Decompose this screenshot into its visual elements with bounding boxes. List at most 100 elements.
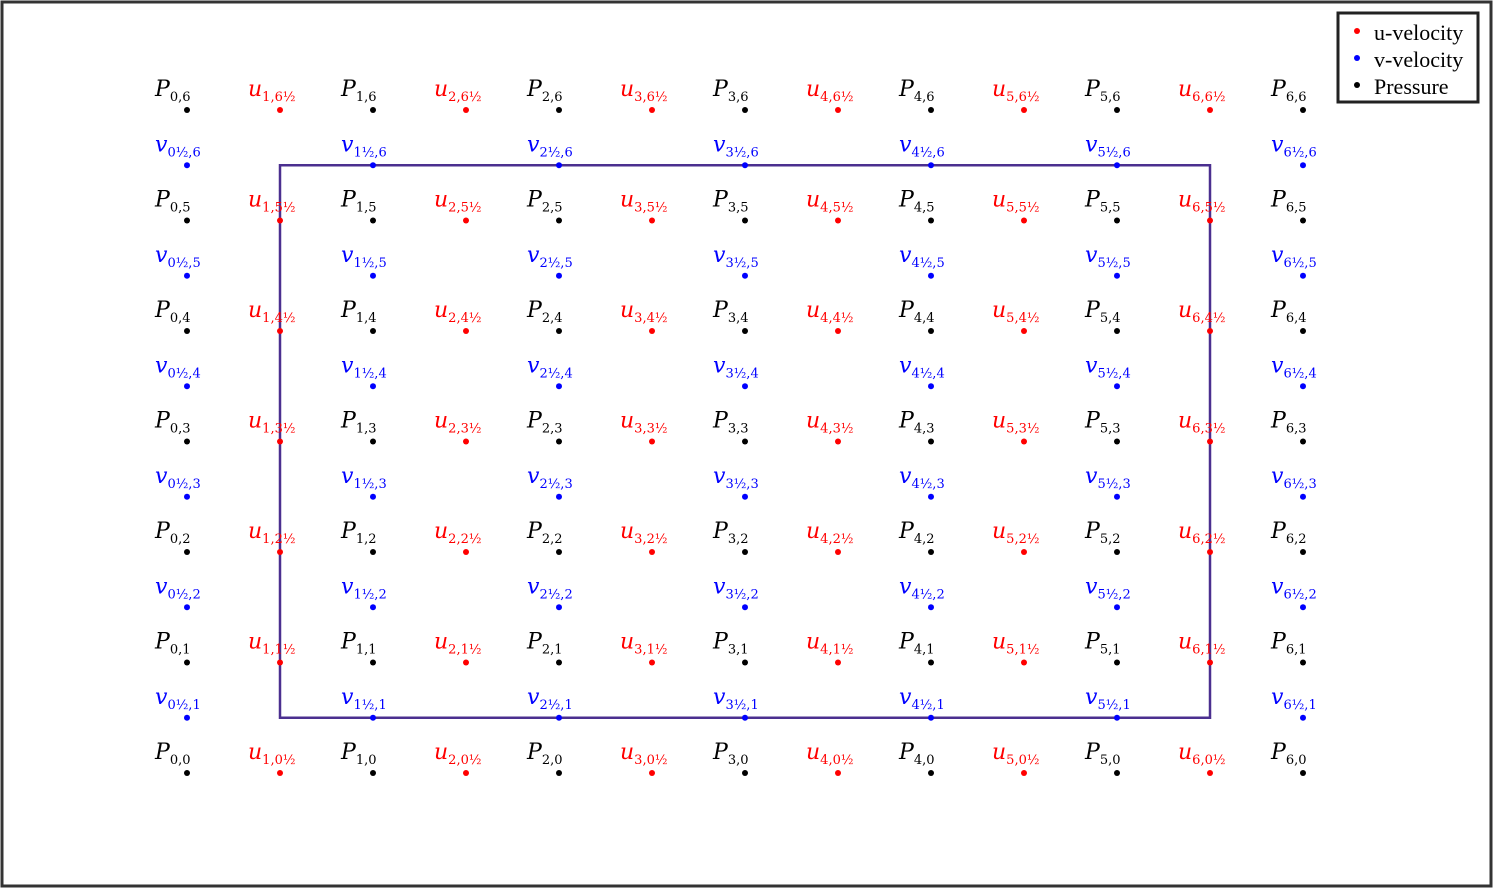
u-velocity-point <box>649 770 655 776</box>
pressure-point <box>184 328 190 334</box>
pressure-label: P4,2 <box>898 519 935 547</box>
pressure-label: P0,6 <box>154 77 191 105</box>
u-velocity-label: u5,5½ <box>992 188 1039 216</box>
pressure-label: P3,3 <box>712 409 749 437</box>
pressure-point <box>1300 217 1306 224</box>
pressure-label: P0,5 <box>154 188 191 216</box>
pressure-point <box>370 107 376 113</box>
u-velocity-label: u1,6½ <box>248 77 295 105</box>
v-velocity-label: v2½,1 <box>527 685 573 713</box>
pressure-label: P2,3 <box>526 409 563 437</box>
v-velocity-point <box>370 162 376 169</box>
u-velocity-label: u4,1½ <box>806 630 853 658</box>
v-velocity-label: v3½,5 <box>713 243 759 271</box>
v-velocity-point <box>184 604 190 611</box>
pressure-point <box>928 217 934 224</box>
v-velocity-point <box>556 162 562 169</box>
pressure-label: P3,1 <box>712 630 749 658</box>
pressure-point <box>184 107 190 113</box>
pressure-point <box>742 107 748 113</box>
u-velocity-label: u4,3½ <box>806 409 853 437</box>
v-velocity-label: v1½,1 <box>341 685 387 713</box>
u-velocity-label: u1,0½ <box>248 740 295 768</box>
pressure-label: P5,0 <box>1084 740 1121 768</box>
pressure-label: P5,1 <box>1084 630 1121 658</box>
v-velocity-point <box>742 714 748 721</box>
pressure-point <box>370 328 376 334</box>
v-velocity-point <box>1114 162 1120 169</box>
u-velocity-label: u3,1½ <box>620 630 667 658</box>
v-velocity-label: v2½,2 <box>527 574 573 602</box>
u-velocity-point <box>649 217 655 224</box>
pressure-point <box>1114 328 1120 334</box>
v-velocity-point <box>928 714 934 721</box>
u-velocity-point <box>649 328 655 334</box>
pressure-label: P0,1 <box>154 630 191 658</box>
pressure-label: P6,3 <box>1270 409 1307 437</box>
v-velocity-point <box>370 272 376 279</box>
u-velocity-point <box>277 438 283 445</box>
v-velocity-label: v5½,6 <box>1085 132 1131 160</box>
pressure-label: P0,3 <box>154 409 191 437</box>
pressure-point <box>556 217 562 224</box>
v-velocity-point <box>556 714 562 721</box>
v-velocity-label: v0½,3 <box>155 464 201 492</box>
pressure-point <box>742 770 748 776</box>
v-velocity-label: v1½,3 <box>341 464 387 492</box>
pressure-point <box>556 438 562 445</box>
u-velocity-point <box>277 107 283 113</box>
v-velocity-label: v3½,3 <box>713 464 759 492</box>
u-velocity-label: u5,1½ <box>992 630 1039 658</box>
v-velocity-point <box>928 493 934 500</box>
v-velocity-point <box>184 272 190 279</box>
u-velocity-label: u6,0½ <box>1178 740 1225 768</box>
u-velocity-label: u1,2½ <box>248 519 295 547</box>
u-velocity-point <box>463 217 469 224</box>
u-velocity-label: u2,3½ <box>434 409 481 437</box>
u-velocity-point <box>277 659 283 666</box>
v-velocity-point <box>1114 714 1120 721</box>
u-velocity-label: u3,3½ <box>620 409 667 437</box>
v-velocity-label: v3½,1 <box>713 685 759 713</box>
v-velocity-label: v4½,4 <box>899 353 945 381</box>
u-velocity-point <box>277 328 283 334</box>
v-velocity-label: v4½,6 <box>899 132 945 160</box>
pressure-point <box>370 217 376 224</box>
v-velocity-point <box>742 383 748 390</box>
pressure-label: P5,6 <box>1084 77 1121 105</box>
v-velocity-point <box>184 714 190 721</box>
v-velocity-point <box>370 383 376 390</box>
u-velocity-label: u4,5½ <box>806 188 853 216</box>
u-velocity-point <box>463 659 469 666</box>
v-velocity-point <box>928 162 934 169</box>
v-velocity-point <box>556 383 562 390</box>
u-velocity-point <box>835 770 841 776</box>
v-velocity-label: v5½,2 <box>1085 574 1131 602</box>
u-velocity-label: u6,4½ <box>1178 298 1225 326</box>
v-velocity-point <box>184 493 190 500</box>
v-velocity-label: v1½,6 <box>341 132 387 160</box>
v-velocity-point <box>1300 714 1306 721</box>
v-velocity-point <box>1300 272 1306 279</box>
pressure-point <box>556 770 562 776</box>
v-velocity-label: v0½,1 <box>155 685 201 713</box>
v-velocity-label: v0½,5 <box>155 243 201 271</box>
pressure-label: P4,1 <box>898 630 935 658</box>
v-velocity-point <box>556 493 562 500</box>
pressure-point <box>742 659 748 666</box>
u-velocity-label: u2,4½ <box>434 298 481 326</box>
v-velocity-label: v5½,5 <box>1085 243 1131 271</box>
u-velocity-point <box>649 107 655 113</box>
v-velocity-label: v5½,4 <box>1085 353 1131 381</box>
u-velocity-point <box>835 438 841 445</box>
u-velocity-point <box>1021 217 1027 224</box>
v-velocity-point <box>742 604 748 611</box>
pressure-label: P5,4 <box>1084 298 1121 326</box>
v-velocity-point <box>928 604 934 611</box>
v-velocity-label: v3½,4 <box>713 353 759 381</box>
legend-label: v-velocity <box>1374 47 1463 72</box>
u-velocity-label: u4,4½ <box>806 298 853 326</box>
pressure-point <box>370 438 376 445</box>
